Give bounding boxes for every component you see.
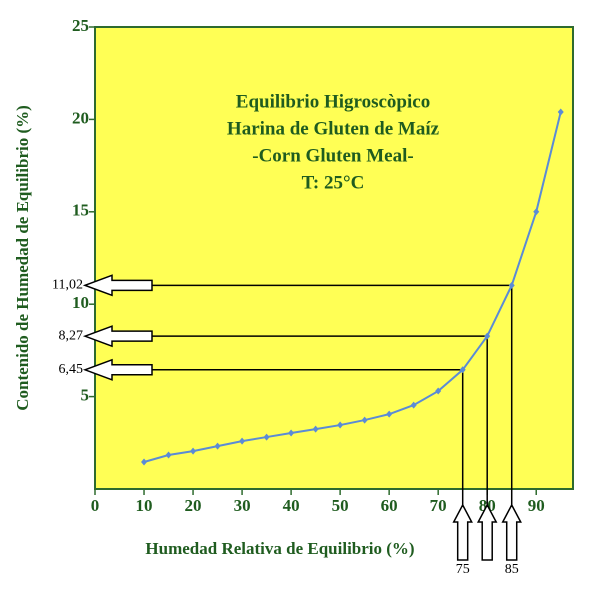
series-line [143, 111, 562, 463]
y-axis-label: Contenido de Humedad de Equilibrio (%) [13, 105, 32, 411]
annotation-label: 11,02 [52, 278, 83, 293]
data-point [263, 433, 270, 441]
y-tick-label: 5 [81, 386, 90, 405]
x-tick-label: 0 [91, 496, 100, 515]
annotation-label: 6,45 [59, 362, 84, 377]
annotation-label: 8,27 [59, 328, 84, 343]
data-point [484, 332, 491, 340]
x-tick-label: 40 [283, 496, 300, 515]
data-point [239, 437, 246, 445]
data-point [312, 425, 319, 433]
y-tick-label: 10 [72, 293, 89, 312]
data-point [214, 442, 221, 450]
data-point [288, 429, 295, 437]
data-point [435, 387, 442, 395]
chart-title: Harina de Gluten de Maíz [227, 118, 440, 139]
left-arrow [82, 274, 153, 297]
x-axis-label: Humedad Relativa de Equilibrio (%) [145, 539, 414, 558]
data-point [361, 416, 368, 424]
data-point [386, 410, 393, 418]
y-tick-label: 15 [72, 201, 89, 220]
x-tick-label: 10 [136, 496, 153, 515]
left-arrow [82, 358, 153, 381]
chart-title: -Corn Gluten Meal- [252, 145, 413, 166]
chart-title: T: 25°C [302, 172, 365, 193]
x-tick-label: 50 [332, 496, 349, 515]
left-arrow [82, 325, 153, 348]
data-point [459, 366, 466, 374]
annotation-label: 75 [456, 562, 470, 577]
data-point [508, 281, 515, 289]
chart-title: Equilibrio Higroscòpico [236, 91, 430, 112]
data-point [141, 458, 148, 466]
data-point [190, 447, 197, 455]
annotation-label: 85 [505, 562, 519, 577]
up-arrow [452, 503, 473, 561]
data-point [165, 451, 172, 459]
y-tick-label: 20 [72, 108, 89, 127]
plot-area [94, 26, 574, 490]
x-tick-label: 70 [430, 496, 447, 515]
data-point [337, 421, 344, 429]
y-tick-label: 25 [72, 16, 89, 35]
x-tick-label: 30 [234, 496, 251, 515]
x-tick-label: 60 [381, 496, 398, 515]
data-point [557, 108, 564, 116]
up-arrow [501, 503, 522, 561]
up-arrow [476, 503, 498, 561]
data-point [410, 401, 417, 409]
x-tick-label: 20 [185, 496, 202, 515]
data-point [533, 208, 540, 216]
x-tick-label: 90 [528, 496, 545, 515]
